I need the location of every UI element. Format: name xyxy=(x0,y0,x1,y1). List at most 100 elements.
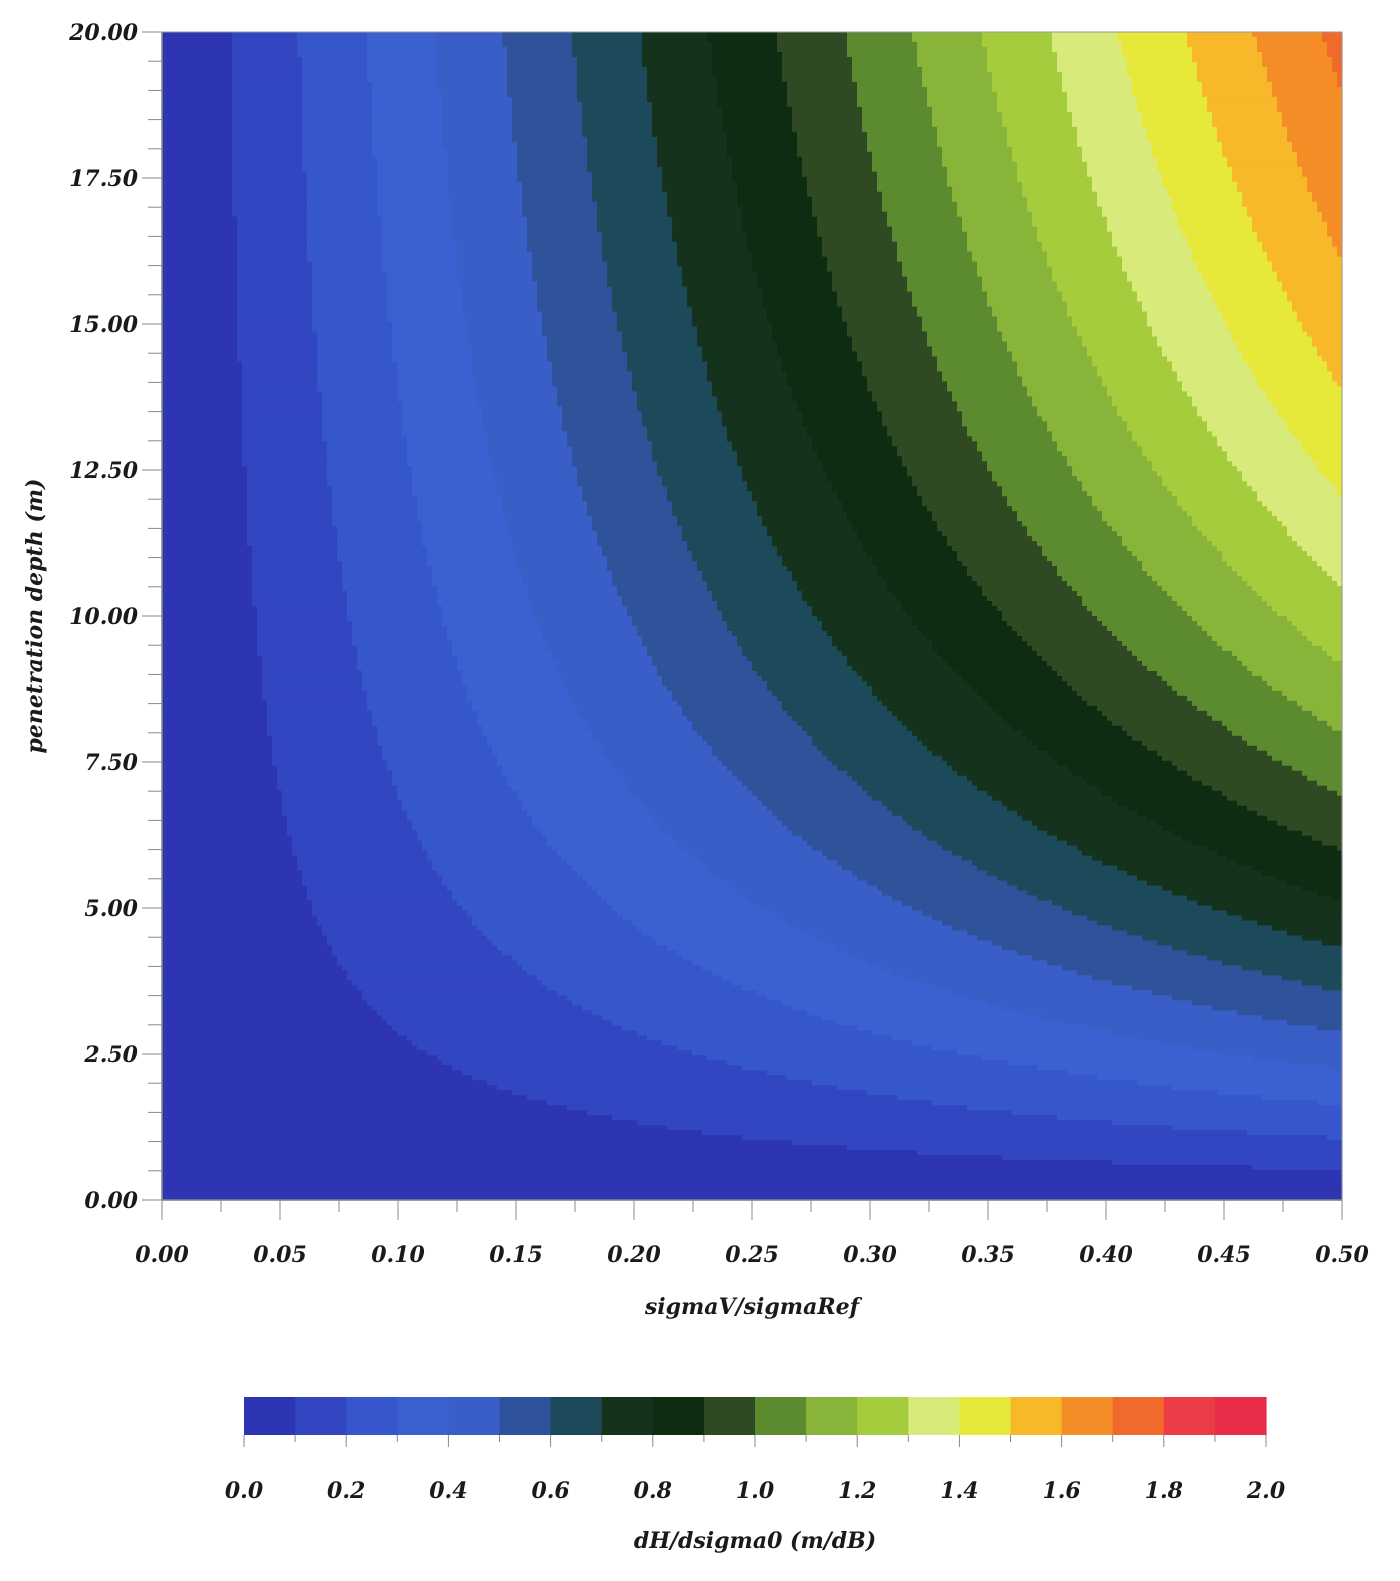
contour-cell xyxy=(1212,116,1283,123)
contour-cell xyxy=(162,880,303,887)
contour-cell xyxy=(367,71,438,78)
contour-cell xyxy=(377,186,448,193)
contour-cell xyxy=(507,516,593,522)
contour-cell xyxy=(982,36,1053,43)
contour-cell xyxy=(862,366,938,373)
contour-cell xyxy=(1062,576,1153,582)
contour-cell xyxy=(1037,226,1108,233)
contour-cell xyxy=(1287,131,1343,138)
contour-cell xyxy=(307,226,383,233)
contour-cell xyxy=(162,236,238,243)
contour-cell xyxy=(692,960,868,966)
contour-cell xyxy=(757,281,833,288)
contour-cell xyxy=(1117,32,1188,38)
contour-cell xyxy=(262,675,363,682)
contour-cell xyxy=(932,111,1003,118)
contour-cell xyxy=(542,316,618,323)
contour-cell xyxy=(782,361,863,368)
contour-cell xyxy=(657,151,728,158)
contour-cell xyxy=(162,955,338,962)
contour-cell xyxy=(1292,620,1343,627)
contour-cell xyxy=(312,301,388,308)
contour-cell xyxy=(1157,336,1233,343)
contour-cell xyxy=(482,416,563,422)
contour-cell xyxy=(1257,491,1338,497)
contour-cell xyxy=(1172,995,1343,1001)
contour-cell xyxy=(162,116,233,123)
contour-cell xyxy=(667,496,753,502)
contour-cell xyxy=(1302,546,1343,552)
contour-cell xyxy=(162,106,233,113)
x-tick-label: 0.05 xyxy=(253,1242,307,1268)
contour-cell xyxy=(812,206,883,213)
contour-cell xyxy=(1302,171,1343,178)
contour-cell xyxy=(492,466,578,472)
contour-cell xyxy=(1162,1040,1343,1046)
contour-cell xyxy=(162,421,243,427)
contour-cell xyxy=(392,346,473,353)
contour-cell xyxy=(722,411,803,417)
contour-cell xyxy=(1242,915,1343,922)
contour-cell xyxy=(842,316,923,323)
contour-cell xyxy=(162,1090,513,1096)
contour-cell xyxy=(272,745,383,752)
contour-cell xyxy=(752,900,903,907)
contour-cell xyxy=(437,51,508,58)
contour-cell xyxy=(667,211,743,218)
contour-cell xyxy=(232,126,303,133)
contour-cell xyxy=(572,695,673,702)
contour-cell xyxy=(622,915,778,922)
contour-cell xyxy=(162,32,233,38)
contour-cell xyxy=(507,521,593,527)
contour-cell xyxy=(1017,361,1093,368)
contour-cell xyxy=(997,316,1073,323)
contour-cell xyxy=(1282,116,1343,123)
contour-cell xyxy=(1077,326,1153,333)
contour-cell xyxy=(747,231,818,238)
contour-cell xyxy=(242,416,323,422)
contour-cell xyxy=(307,241,383,248)
contour-cell xyxy=(162,820,288,827)
contour-cell xyxy=(1282,281,1343,288)
contour-cell xyxy=(322,396,398,402)
contour-cell xyxy=(1272,401,1343,407)
contour-cell xyxy=(797,131,868,138)
contour-cell xyxy=(1337,251,1343,258)
contour-cell xyxy=(797,151,873,158)
contour-cell xyxy=(992,795,1113,802)
contour-cell xyxy=(1212,635,1308,642)
y-axis-title: penetration depth (m) xyxy=(22,479,48,754)
contour-cell xyxy=(697,331,773,338)
contour-cell xyxy=(647,66,713,73)
contour-cell xyxy=(1082,775,1193,782)
contour-cell xyxy=(1142,740,1248,747)
contour-cell xyxy=(907,286,983,293)
contour-cell xyxy=(632,620,728,627)
contour-cell xyxy=(1142,935,1303,942)
colorbar-swatch xyxy=(397,1397,449,1435)
contour-cell xyxy=(162,1035,408,1041)
contour-cell xyxy=(232,66,303,73)
contour-cell xyxy=(592,1010,808,1016)
contour-cell xyxy=(602,551,693,557)
contour-cell xyxy=(987,596,1083,602)
contour-cell xyxy=(842,501,923,507)
contour-cell xyxy=(722,111,793,118)
contour-cell xyxy=(317,920,473,927)
contour-cell xyxy=(717,406,798,412)
contour-cell xyxy=(232,161,303,168)
contour-cell xyxy=(232,171,308,178)
contour-cell xyxy=(522,186,593,193)
contour-cell xyxy=(482,406,563,412)
contour-cell xyxy=(872,556,958,562)
contour-cell xyxy=(397,371,473,378)
contour-cell xyxy=(1002,336,1083,343)
contour-cell xyxy=(437,870,578,877)
contour-cell xyxy=(1162,885,1303,892)
contour-cell xyxy=(972,256,1048,263)
contour-cell xyxy=(567,436,648,442)
contour-cell xyxy=(652,126,723,133)
contour-cell xyxy=(752,496,838,502)
contour-cell xyxy=(1322,216,1343,223)
contour-cell xyxy=(967,236,1038,243)
